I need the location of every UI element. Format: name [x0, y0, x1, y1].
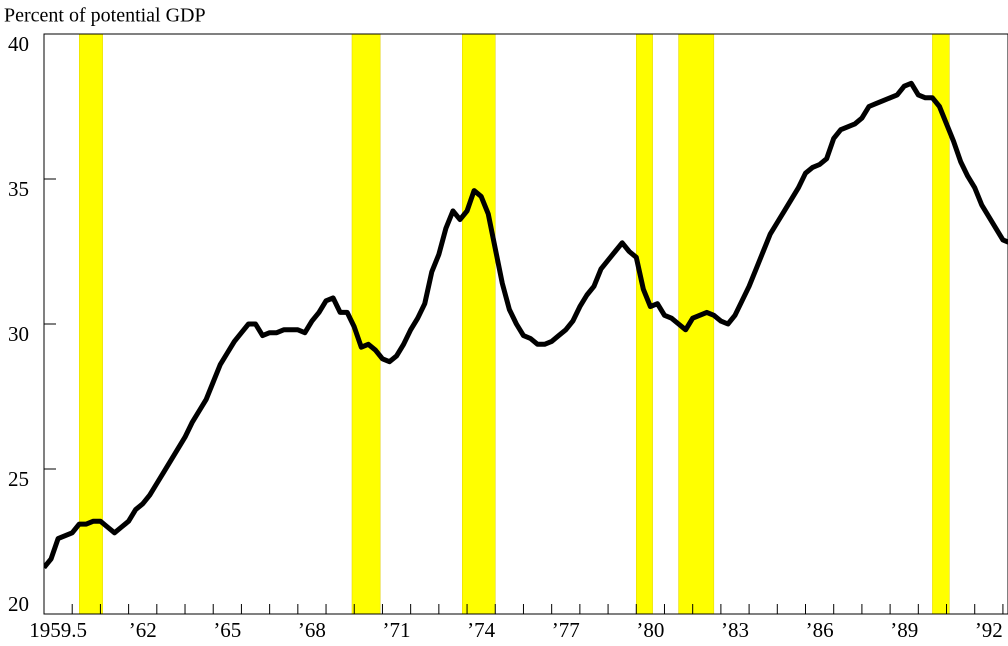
y-tick-label: 35	[8, 177, 29, 201]
y-tick-label: 20	[8, 592, 29, 616]
recession-band	[462, 34, 496, 614]
x-tick-label: ’80	[636, 618, 664, 642]
x-tick-label: ’68	[298, 618, 326, 642]
x-tick-label: 1959.5	[29, 618, 87, 642]
x-tick-label: ’62	[129, 618, 157, 642]
x-tick-label: ’83	[721, 618, 749, 642]
recession-band	[932, 34, 950, 614]
x-tick-label: ’89	[890, 618, 918, 642]
y-tick-label: 25	[8, 467, 29, 491]
x-tick-label: ’74	[467, 618, 495, 642]
y-tick-label: 30	[8, 322, 29, 346]
y-tick-label: 40	[8, 32, 29, 56]
axis-label: Percent of potential GDP	[4, 5, 206, 27]
x-tick-label: ’65	[213, 618, 241, 642]
x-tick-label: ’77	[552, 618, 580, 642]
x-tick-label: ’71	[383, 618, 411, 642]
x-tick-label: ’92	[975, 618, 1003, 642]
plot-frame	[43, 33, 1008, 615]
recession-band	[351, 34, 381, 614]
recession-band	[79, 34, 103, 614]
data-line	[44, 80, 1008, 570]
x-tick-label: ’86	[806, 618, 834, 642]
recession-band	[636, 34, 653, 614]
recession-band	[678, 34, 715, 614]
